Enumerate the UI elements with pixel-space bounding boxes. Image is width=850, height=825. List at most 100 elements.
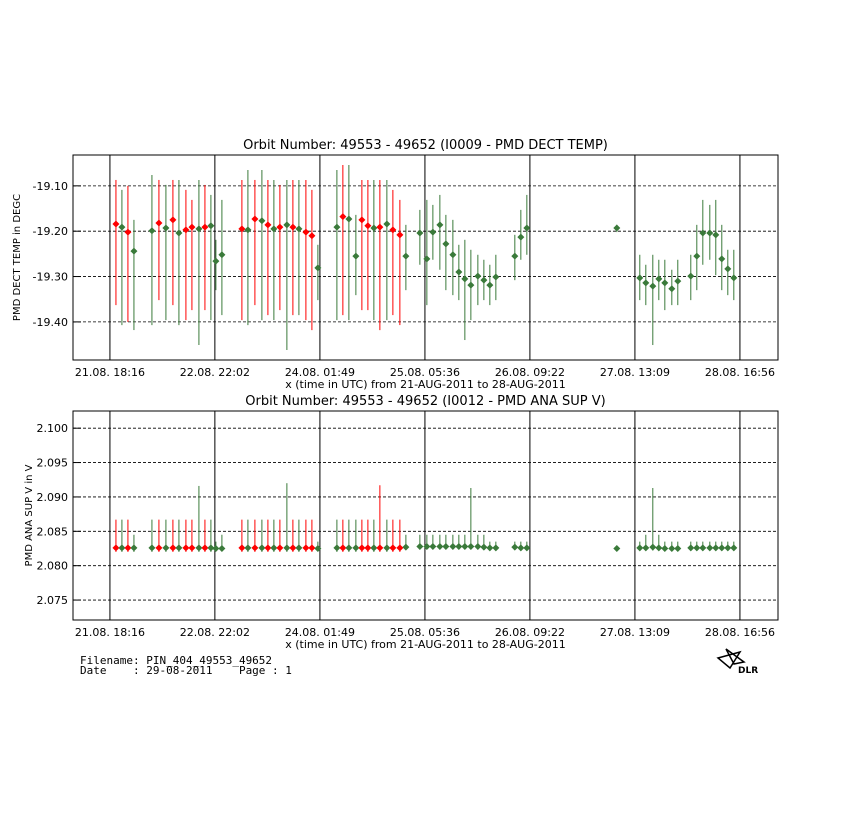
data-point <box>712 544 720 552</box>
data-point <box>699 544 707 552</box>
data-point <box>712 231 720 239</box>
data-point <box>724 265 732 273</box>
data-point <box>207 544 215 552</box>
data-point <box>474 542 482 550</box>
data-point <box>642 544 650 552</box>
logo-icon <box>716 648 746 670</box>
x-tick-label: 28.08. 16:56 <box>705 626 775 639</box>
data-point <box>358 544 366 552</box>
data-point <box>383 544 391 552</box>
x-tick-label: 27.08. 13:09 <box>600 366 670 379</box>
data-point <box>364 222 372 230</box>
data-point <box>124 544 132 552</box>
data-point <box>724 544 732 552</box>
data-point <box>706 229 714 237</box>
data-point <box>258 217 266 225</box>
data-point <box>517 544 525 552</box>
data-point <box>212 257 220 265</box>
data-point <box>289 544 297 552</box>
y-tick-label: 2.075 <box>37 594 69 607</box>
chart-title: Orbit Number: 49553 - 49652 (I0012 - PMD… <box>245 394 605 409</box>
data-point <box>655 275 663 283</box>
data-point <box>130 544 138 552</box>
data-point <box>155 544 163 552</box>
data-point <box>112 544 120 552</box>
data-point <box>467 542 475 550</box>
data-point <box>661 545 669 552</box>
data-point <box>449 251 457 259</box>
data-point <box>636 274 644 282</box>
x-tick-label: 24.08. 01:49 <box>285 366 355 379</box>
data-point <box>201 223 209 231</box>
x-axis-label: x (time in UTC) from 21-AUG-2011 to 28-A… <box>285 378 565 391</box>
x-axis-label: x (time in UTC) from 21-AUG-2011 to 28-A… <box>285 638 565 651</box>
data-point <box>345 544 353 552</box>
data-point <box>416 229 424 237</box>
data-point <box>289 223 297 231</box>
data-point <box>270 225 278 233</box>
data-point <box>642 279 650 287</box>
data-point <box>314 545 322 552</box>
data-point <box>699 229 707 237</box>
data-point <box>455 542 463 550</box>
x-tick-label: 26.08. 09:22 <box>495 626 565 639</box>
data-point <box>649 282 657 290</box>
data-point <box>693 252 701 260</box>
data-point <box>130 247 138 255</box>
data-point <box>383 220 391 228</box>
data-point <box>436 542 444 550</box>
data-point <box>486 281 494 289</box>
data-point <box>718 544 726 552</box>
y-tick-label: -19.30 <box>33 271 68 284</box>
footer-filename: Filename: PIN_404_49553_49652 <box>80 654 272 667</box>
data-point <box>195 544 203 552</box>
x-tick-label: 22.08. 22:02 <box>180 626 250 639</box>
data-point <box>416 542 424 550</box>
data-point <box>302 544 310 552</box>
x-tick-label: 25.08. 05:36 <box>390 366 460 379</box>
y-tick-label: -19.10 <box>33 180 68 193</box>
data-point <box>358 216 366 224</box>
data-point <box>195 225 203 233</box>
data-point <box>238 225 246 233</box>
data-point <box>258 544 266 552</box>
data-point <box>523 224 531 232</box>
data-point <box>218 251 226 259</box>
data-point <box>148 227 156 235</box>
data-point <box>175 229 183 237</box>
y-axis-label: PMD DECT TEMP in DEGC <box>12 194 23 321</box>
y-tick-label: 2.090 <box>37 491 69 504</box>
data-point <box>511 252 519 260</box>
y-tick-label: -19.40 <box>33 316 68 329</box>
data-point <box>283 544 291 552</box>
data-point <box>244 544 252 552</box>
data-point <box>442 240 450 248</box>
data-point <box>389 544 397 552</box>
x-tick-label: 26.08. 09:22 <box>495 366 565 379</box>
data-point <box>436 221 444 229</box>
data-point <box>238 544 246 552</box>
data-point <box>345 215 353 223</box>
data-point <box>480 543 488 551</box>
data-point <box>155 219 163 227</box>
x-tick-label: 22.08. 22:02 <box>180 366 250 379</box>
data-point <box>376 544 384 552</box>
data-point <box>124 228 132 236</box>
data-point <box>511 543 519 551</box>
data-point <box>674 545 682 552</box>
plot-frame <box>72 410 779 621</box>
data-point <box>376 223 384 231</box>
y-tick-label: 2.100 <box>37 422 69 435</box>
data-point <box>455 268 463 276</box>
data-point <box>492 544 500 552</box>
data-point <box>169 544 177 552</box>
data-point <box>112 220 120 228</box>
data-point <box>661 279 669 287</box>
data-point <box>442 542 450 550</box>
data-point <box>370 544 378 552</box>
data-point <box>251 215 259 223</box>
data-point <box>295 225 303 233</box>
data-point <box>264 544 272 552</box>
y-axis-label: PMD ANA SUP V in V <box>24 464 35 566</box>
